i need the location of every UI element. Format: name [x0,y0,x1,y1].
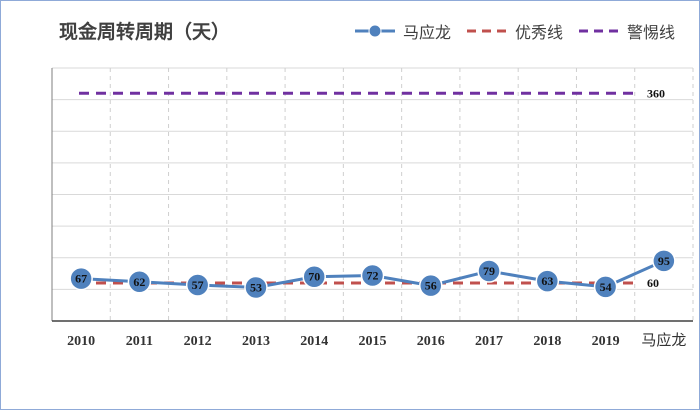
data-label-2012: 57 [192,278,204,292]
chart-title: 现金周转周期（天） [59,21,231,43]
legend-swatch-excellent-line [467,29,508,33]
data-label-2015: 72 [367,268,379,282]
legend: 马应龙 优秀线 警惕线 [353,19,689,43]
legend-entry-warning-line: 警惕线 [577,19,675,43]
data-point-2013 [244,275,268,300]
legend-entry-excellent-line: 优秀线 [465,19,563,43]
data-point-2019 [593,275,618,299]
data-label-马应龙: 95 [658,254,670,268]
legend-label-excellent-line: 优秀线 [515,23,564,42]
legend-entry-series: 马应龙 [353,19,451,43]
data-label-2014: 70 [308,270,320,284]
data-point-2016 [419,273,443,298]
x-tick-label-3: 2013 [242,334,270,349]
data-point-2014 [302,264,326,289]
data-point-2011 [127,270,152,294]
data-point-2015 [360,263,385,288]
reference-line-label-0: 60 [647,276,659,290]
data-label-2010: 67 [75,272,87,286]
data-label-2013: 53 [250,280,262,294]
reference-line-label-1: 360 [647,86,665,100]
legend-label-warning-line: 警惕线 [627,23,676,42]
legend-label-series: 马应龙 [403,23,452,42]
data-label-2016: 56 [425,279,437,293]
data-point-马应龙 [652,249,676,273]
legend-swatch-warning-line [579,29,620,33]
data-label-2011: 62 [133,275,145,289]
data-point-2010 [69,266,93,291]
x-tick-label-2: 2012 [184,334,212,349]
x-tick-label-8: 2018 [533,334,561,349]
x-tick-label-0: 2010 [67,334,95,349]
x-tick-label-4: 2014 [300,334,328,349]
data-label-2017: 79 [483,264,495,278]
x-tick-label-7: 2017 [475,334,503,349]
data-label-2018: 63 [541,274,553,288]
data-point-2012 [185,273,210,297]
data-point-2018 [535,269,560,293]
legend-swatch-series [355,24,395,38]
data-label-2019: 54 [600,280,612,294]
data-point-2017 [477,259,501,283]
x-tick-label-9: 2019 [592,334,620,349]
x-tick-label-5: 2015 [359,334,387,349]
x-tick-label-6: 2016 [417,334,445,349]
x-tick-label-10: 马应龙 [641,331,686,349]
x-tick-label-1: 2011 [126,334,153,349]
